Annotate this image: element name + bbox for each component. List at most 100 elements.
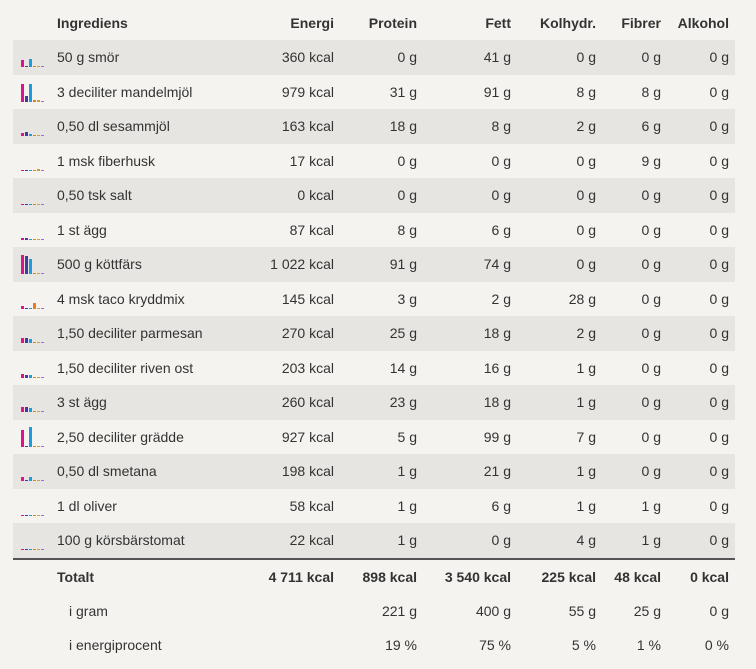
mini-bar-fiber [37,549,40,551]
ingredient-fiber: 0 g [602,454,667,489]
ingredient-protein: 8 g [340,212,423,247]
ingredient-carbs: 4 g [517,523,602,559]
ingredient-fat: 99 g [423,419,517,454]
percent-protein: 19 % [385,637,417,654]
ingredient-carbs: 1 g [517,454,602,489]
grams-label: i gram [69,602,108,619]
mini-bar-carbs [33,342,36,344]
ingredient-protein: 25 g [340,316,423,351]
ingredient-name: 3 deciliter mandelmjöl [57,74,247,109]
total-fiber: 48 kcal [602,557,667,594]
ingredient-fat: 18 g [423,316,517,351]
ingredient-fiber: 0 g [602,281,667,316]
mini-bar-carbs [33,514,36,516]
percent-fiber: 1 % [636,637,661,654]
ingredient-protein: 3 g [340,281,423,316]
ingredient-fiber: 0 g [602,212,667,247]
mini-bar-energy [21,373,24,378]
ingredient-fiber: 0 g [602,40,667,75]
ingredient-carbs: 0 g [517,247,602,282]
mini-bar-carbs [33,204,36,206]
ingredient-energy: 203 kcal [247,350,340,385]
grams-energy-empty [247,594,340,629]
ingredient-alcohol: 0 g [667,143,735,178]
mini-nutrient-chart [13,178,57,213]
mini-bar-alcohol [41,549,44,551]
ingredient-carbs: 1 g [517,350,602,385]
ingredient-alcohol: 0 g [667,350,735,385]
mini-bar-energy [21,514,24,516]
mini-nutrient-chart [13,488,57,523]
mini-bar-fiber [37,238,40,240]
mini-nutrient-chart [13,40,57,75]
mini-bar-energy [21,60,24,68]
mini-bar-fiber [37,135,40,137]
mini-nutrient-chart [13,316,57,351]
ingredient-name: 50 g smör [57,40,247,75]
ingredient-name: 0,50 dl smetana [57,454,247,489]
ingredient-fiber: 8 g [602,74,667,109]
ingredient-fat: 16 g [423,350,517,385]
ingredient-name: 1 dl oliver [57,488,247,523]
mini-nutrient-chart [13,454,57,489]
mini-bar-carbs [33,273,36,275]
ingredient-energy: 0 kcal [247,178,340,213]
ingredient-protein: 5 g [340,419,423,454]
ingredient-fat: 2 g [423,281,517,316]
mini-bar-energy [21,255,24,275]
ingredient-name: 3 st ägg [57,385,247,420]
mini-bar-protein [25,256,28,275]
ingredient-carbs: 0 g [517,178,602,213]
mini-nutrient-chart [13,385,57,420]
mini-bar-fat [29,169,32,171]
mini-bar-fat [29,83,32,102]
mini-bar-fiber [37,66,40,68]
mini-bar-energy [21,477,24,482]
ingredient-fat: 6 g [423,212,517,247]
ingredient-alcohol: 0 g [667,419,735,454]
ingredient-fat: 0 g [423,178,517,213]
mini-bar-fiber [37,273,40,275]
ingredient-carbs: 0 g [517,40,602,75]
mini-bar-fiber [37,307,40,309]
mini-bar-fiber [37,411,40,413]
ingredient-alcohol: 0 g [667,74,735,109]
mini-nutrient-chart [13,109,57,144]
ingredient-energy: 270 kcal [247,316,340,351]
mini-bar-protein [25,66,28,68]
percent-carbs: 5 % [571,637,596,654]
ingredient-protein: 91 g [340,247,423,282]
ingredient-protein: 0 g [340,178,423,213]
ingredient-fiber: 0 g [602,316,667,351]
total-energy: 4 711 kcal [247,557,340,594]
ingredient-name: 1,50 deciliter riven ost [57,350,247,385]
header-alcohol: Alkohol [677,14,729,31]
mini-bar-fat [29,477,32,482]
ingredient-fat: 8 g [423,109,517,144]
percent-fat: 75 % [479,637,511,654]
nutrition-table: Ingrediens Energi Protein Fett Kolhydr. … [13,5,735,663]
ingredient-name: 1 msk fiberhusk [57,143,247,178]
total-fat: 3 540 kcal [423,557,517,594]
ingredient-fat: 74 g [423,247,517,282]
mini-bar-carbs [33,135,36,137]
mini-bar-fat [29,408,32,413]
mini-bar-fat [29,259,32,275]
ingredient-protein: 0 g [340,143,423,178]
ingredient-name: 100 g körsbärstomat [57,523,247,559]
ingredient-fiber: 0 g [602,419,667,454]
ingredient-fiber: 0 g [602,350,667,385]
mini-bar-carbs [33,238,36,240]
ingredient-carbs: 1 g [517,385,602,420]
mini-bar-carbs [33,169,36,171]
mini-bar-fiber [37,342,40,344]
ingredient-energy: 260 kcal [247,385,340,420]
mini-bar-fat [29,549,32,551]
mini-bar-fat [29,134,32,137]
header-protein: Protein [368,14,417,31]
mini-bar-fat [29,339,32,344]
